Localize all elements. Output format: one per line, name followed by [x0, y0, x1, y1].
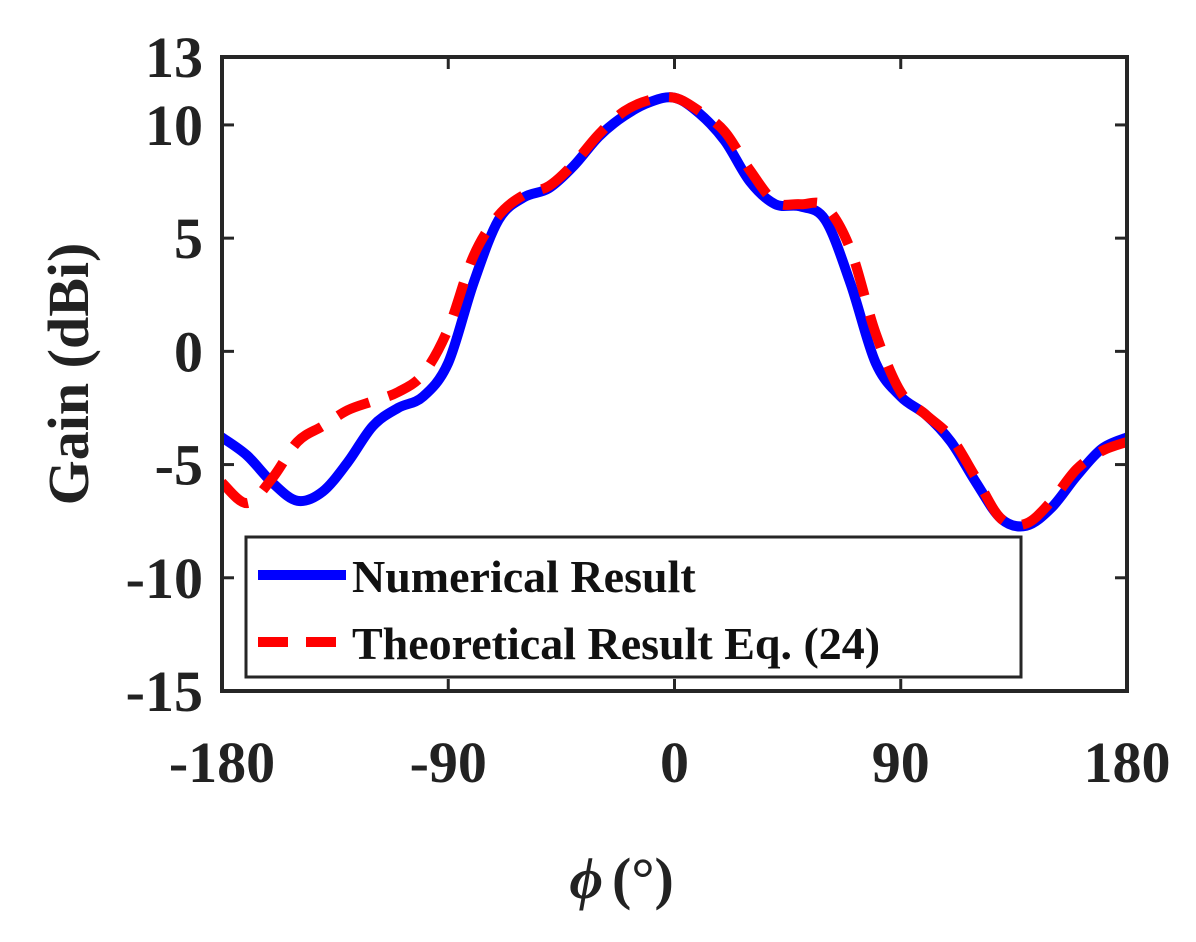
series-line-theoretical: [222, 92, 1127, 531]
legend-label-theoretical: Theoretical Result Eq. (24): [352, 618, 880, 669]
y-tick-label: -10: [126, 546, 203, 611]
y-axis-label: Gain (dBi): [36, 243, 101, 506]
x-tick-label: 0: [660, 730, 689, 795]
legend-label-numerical: Numerical Result: [352, 551, 696, 602]
y-tick-label: 13: [145, 25, 203, 90]
legend: Numerical Result Theoretical Result Eq. …: [244, 535, 1023, 679]
x-axis-label-unit: (°): [612, 846, 674, 911]
y-tick-label: -5: [155, 433, 203, 498]
legend-box: [244, 535, 1023, 679]
x-tick-label: -180: [169, 730, 275, 795]
plot-area: [222, 92, 1127, 532]
y-tick-label: -15: [126, 659, 203, 724]
x-tick-label: 90: [872, 730, 930, 795]
series-line-numerical: [222, 92, 1127, 532]
x-axis-label-symbol: ϕ: [569, 846, 603, 911]
y-tick-label: 10: [145, 93, 203, 158]
y-tick-label: 5: [174, 206, 203, 271]
y-tick-label: 0: [174, 319, 203, 384]
x-tick-label: -90: [410, 730, 487, 795]
x-tick-label: 180: [1084, 730, 1171, 795]
